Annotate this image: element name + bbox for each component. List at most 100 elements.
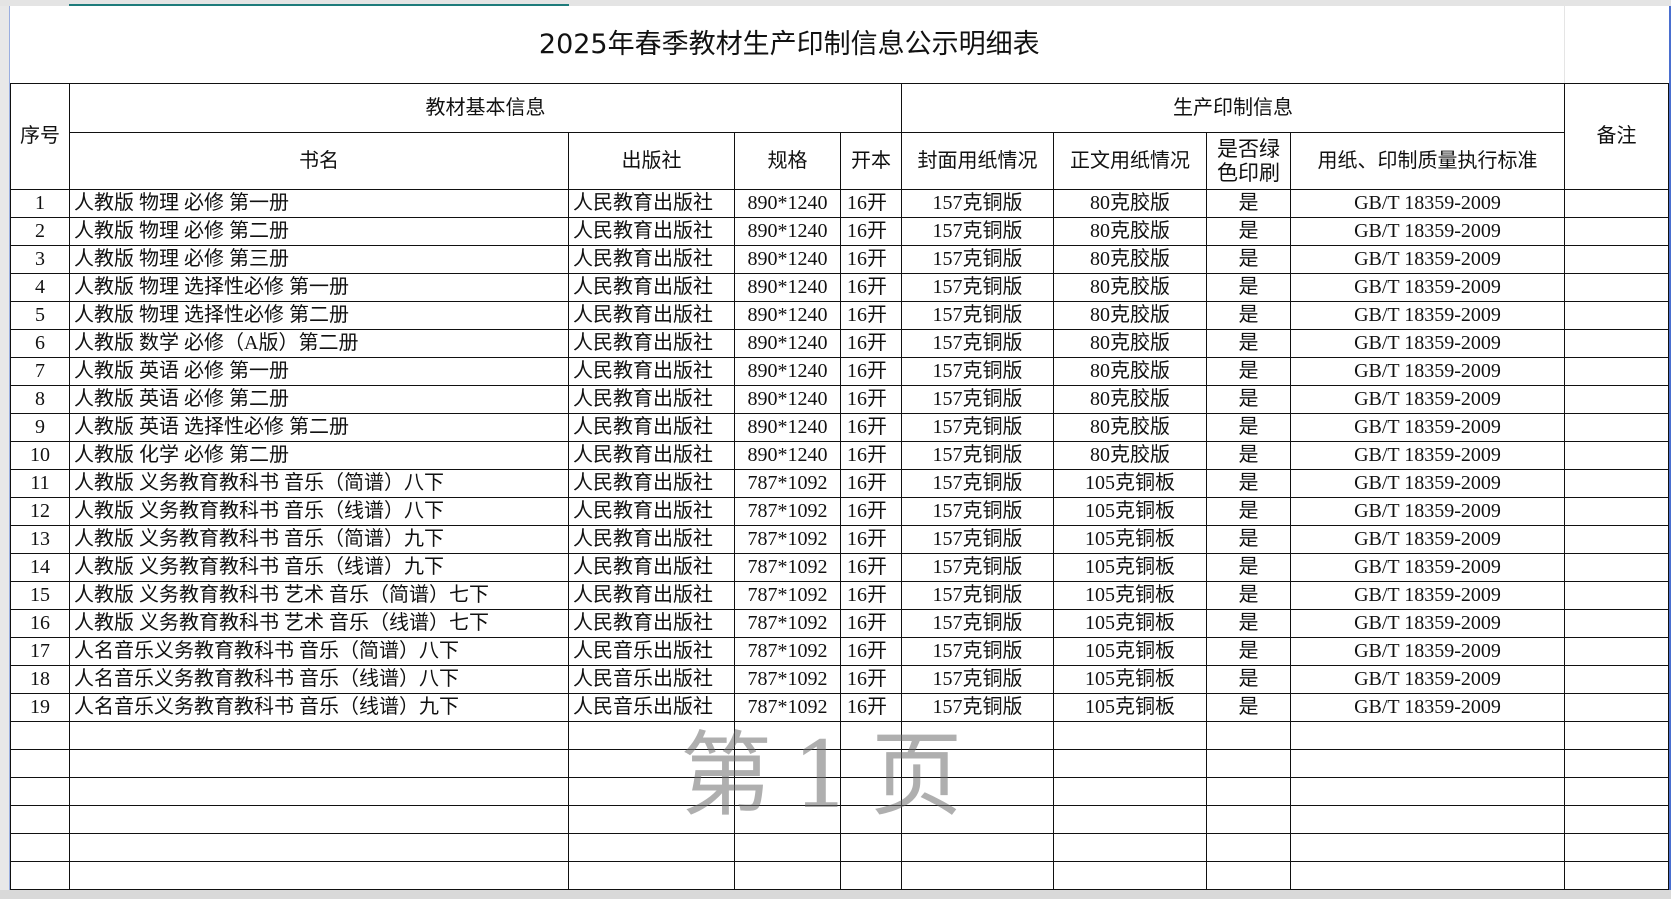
cell-green-printing[interactable]: 是 — [1206, 273, 1291, 302]
cell-remarks[interactable] — [1564, 217, 1669, 246]
cell-format[interactable]: 16开 — [840, 189, 902, 218]
cell-standard[interactable]: GB/T 18359-2009 — [1290, 609, 1565, 638]
cell-cover-paper[interactable]: 157克铜版 — [901, 357, 1054, 386]
cell-body-paper[interactable]: 80克胶版 — [1053, 217, 1207, 246]
cell-standard[interactable]: GB/T 18359-2009 — [1290, 413, 1565, 442]
cell-book-name[interactable]: 人教版 英语 必修 第一册 — [69, 357, 569, 386]
cell-book-name[interactable]: 人教版 义务教育教科书 艺术 音乐（简谱）七下 — [69, 581, 569, 610]
cell-cover-paper[interactable]: 157克铜版 — [901, 301, 1054, 330]
empty-cell[interactable] — [1290, 777, 1565, 806]
cell-publisher[interactable]: 人民教育出版社 — [568, 581, 735, 610]
cell-index[interactable]: 13 — [10, 525, 70, 554]
cell-publisher[interactable]: 人民教育出版社 — [568, 553, 735, 582]
cell-remarks[interactable] — [1564, 329, 1669, 358]
empty-cell[interactable] — [10, 861, 70, 890]
cell-format[interactable]: 16开 — [840, 301, 902, 330]
cell-book-name[interactable]: 人教版 义务教育教科书 音乐（线谱）九下 — [69, 553, 569, 582]
cell-index[interactable]: 14 — [10, 553, 70, 582]
cell-index[interactable]: 12 — [10, 497, 70, 526]
empty-cell[interactable] — [1564, 861, 1669, 890]
cell-body-paper[interactable]: 105克铜板 — [1053, 693, 1207, 722]
cell-body-paper[interactable]: 105克铜板 — [1053, 637, 1207, 666]
cell-cover-paper[interactable]: 157克铜版 — [901, 581, 1054, 610]
cell-body-paper[interactable]: 80克胶版 — [1053, 329, 1207, 358]
cell-body-paper[interactable]: 80克胶版 — [1053, 245, 1207, 274]
cell-size[interactable]: 787*1092 — [734, 469, 841, 498]
cell-format[interactable]: 16开 — [840, 637, 902, 666]
cell-size[interactable]: 890*1240 — [734, 245, 841, 274]
cell-size[interactable]: 787*1092 — [734, 637, 841, 666]
cell-remarks[interactable] — [1564, 693, 1669, 722]
cell-book-name[interactable]: 人教版 物理 必修 第一册 — [69, 189, 569, 218]
cell-green-printing[interactable]: 是 — [1206, 581, 1291, 610]
cell-body-paper[interactable]: 105克铜板 — [1053, 581, 1207, 610]
cell-cover-paper[interactable]: 157克铜版 — [901, 497, 1054, 526]
empty-cell[interactable] — [1564, 749, 1669, 778]
cell-publisher[interactable]: 人民音乐出版社 — [568, 665, 735, 694]
cell-book-name[interactable]: 人教版 义务教育教科书 音乐（简谱）八下 — [69, 469, 569, 498]
cell-green-printing[interactable]: 是 — [1206, 553, 1291, 582]
cell-cover-paper[interactable]: 157克铜版 — [901, 469, 1054, 498]
cell-standard[interactable]: GB/T 18359-2009 — [1290, 469, 1565, 498]
cell-standard[interactable]: GB/T 18359-2009 — [1290, 665, 1565, 694]
cell-publisher[interactable]: 人民教育出版社 — [568, 189, 735, 218]
cell-book-name[interactable]: 人教版 物理 必修 第三册 — [69, 245, 569, 274]
cell-format[interactable]: 16开 — [840, 245, 902, 274]
cell-cover-paper[interactable]: 157克铜版 — [901, 273, 1054, 302]
cell-green-printing[interactable]: 是 — [1206, 441, 1291, 470]
cell-book-name[interactable]: 人教版 义务教育教科书 艺术 音乐（线谱）七下 — [69, 609, 569, 638]
cell-format[interactable]: 16开 — [840, 329, 902, 358]
cell-index[interactable]: 8 — [10, 385, 70, 414]
cell-green-printing[interactable]: 是 — [1206, 497, 1291, 526]
cell-remarks[interactable] — [1564, 497, 1669, 526]
cell-format[interactable]: 16开 — [840, 581, 902, 610]
empty-cell[interactable] — [10, 833, 70, 862]
cell-cover-paper[interactable]: 157克铜版 — [901, 665, 1054, 694]
cell-body-paper[interactable]: 80克胶版 — [1053, 385, 1207, 414]
empty-cell[interactable] — [1290, 805, 1565, 834]
cell-book-name[interactable]: 人名音乐义务教育教科书 音乐（线谱）九下 — [69, 693, 569, 722]
cell-index[interactable]: 7 — [10, 357, 70, 386]
cell-green-printing[interactable]: 是 — [1206, 693, 1291, 722]
cell-book-name[interactable]: 人教版 化学 必修 第二册 — [69, 441, 569, 470]
cell-green-printing[interactable]: 是 — [1206, 665, 1291, 694]
cell-standard[interactable]: GB/T 18359-2009 — [1290, 273, 1565, 302]
empty-cell[interactable] — [568, 861, 735, 890]
cell-remarks[interactable] — [1564, 385, 1669, 414]
cell-size[interactable]: 890*1240 — [734, 329, 841, 358]
cell-format[interactable]: 16开 — [840, 357, 902, 386]
cell-index[interactable]: 1 — [10, 189, 70, 218]
cell-book-name[interactable]: 人教版 物理 必修 第二册 — [69, 217, 569, 246]
cell-remarks[interactable] — [1564, 413, 1669, 442]
cell-remarks[interactable] — [1564, 301, 1669, 330]
cell-remarks[interactable] — [1564, 357, 1669, 386]
cell-cover-paper[interactable]: 157克铜版 — [901, 413, 1054, 442]
empty-cell[interactable] — [69, 721, 569, 750]
cell-green-printing[interactable]: 是 — [1206, 189, 1291, 218]
cell-format[interactable]: 16开 — [840, 665, 902, 694]
cell-book-name[interactable]: 人教版 物理 选择性必修 第二册 — [69, 301, 569, 330]
cell-index[interactable]: 2 — [10, 217, 70, 246]
cell-format[interactable]: 16开 — [840, 441, 902, 470]
cell-size[interactable]: 890*1240 — [734, 441, 841, 470]
empty-cell[interactable] — [734, 749, 841, 778]
cell-format[interactable]: 16开 — [840, 469, 902, 498]
empty-cell[interactable] — [840, 749, 902, 778]
cell-standard[interactable]: GB/T 18359-2009 — [1290, 525, 1565, 554]
cell-format[interactable]: 16开 — [840, 273, 902, 302]
cell-index[interactable]: 4 — [10, 273, 70, 302]
cell-cover-paper[interactable]: 157克铜版 — [901, 693, 1054, 722]
cell-publisher[interactable]: 人民教育出版社 — [568, 273, 735, 302]
cell-size[interactable]: 890*1240 — [734, 413, 841, 442]
cell-size[interactable]: 890*1240 — [734, 385, 841, 414]
empty-cell[interactable] — [901, 805, 1054, 834]
empty-cell[interactable] — [1564, 721, 1669, 750]
cell-cover-paper[interactable]: 157克铜版 — [901, 441, 1054, 470]
cell-size[interactable]: 890*1240 — [734, 301, 841, 330]
cell-body-paper[interactable]: 80克胶版 — [1053, 189, 1207, 218]
cell-remarks[interactable] — [1564, 581, 1669, 610]
cell-remarks[interactable] — [1564, 665, 1669, 694]
empty-cell[interactable] — [1206, 749, 1291, 778]
empty-cell[interactable] — [1206, 721, 1291, 750]
empty-cell[interactable] — [10, 805, 70, 834]
